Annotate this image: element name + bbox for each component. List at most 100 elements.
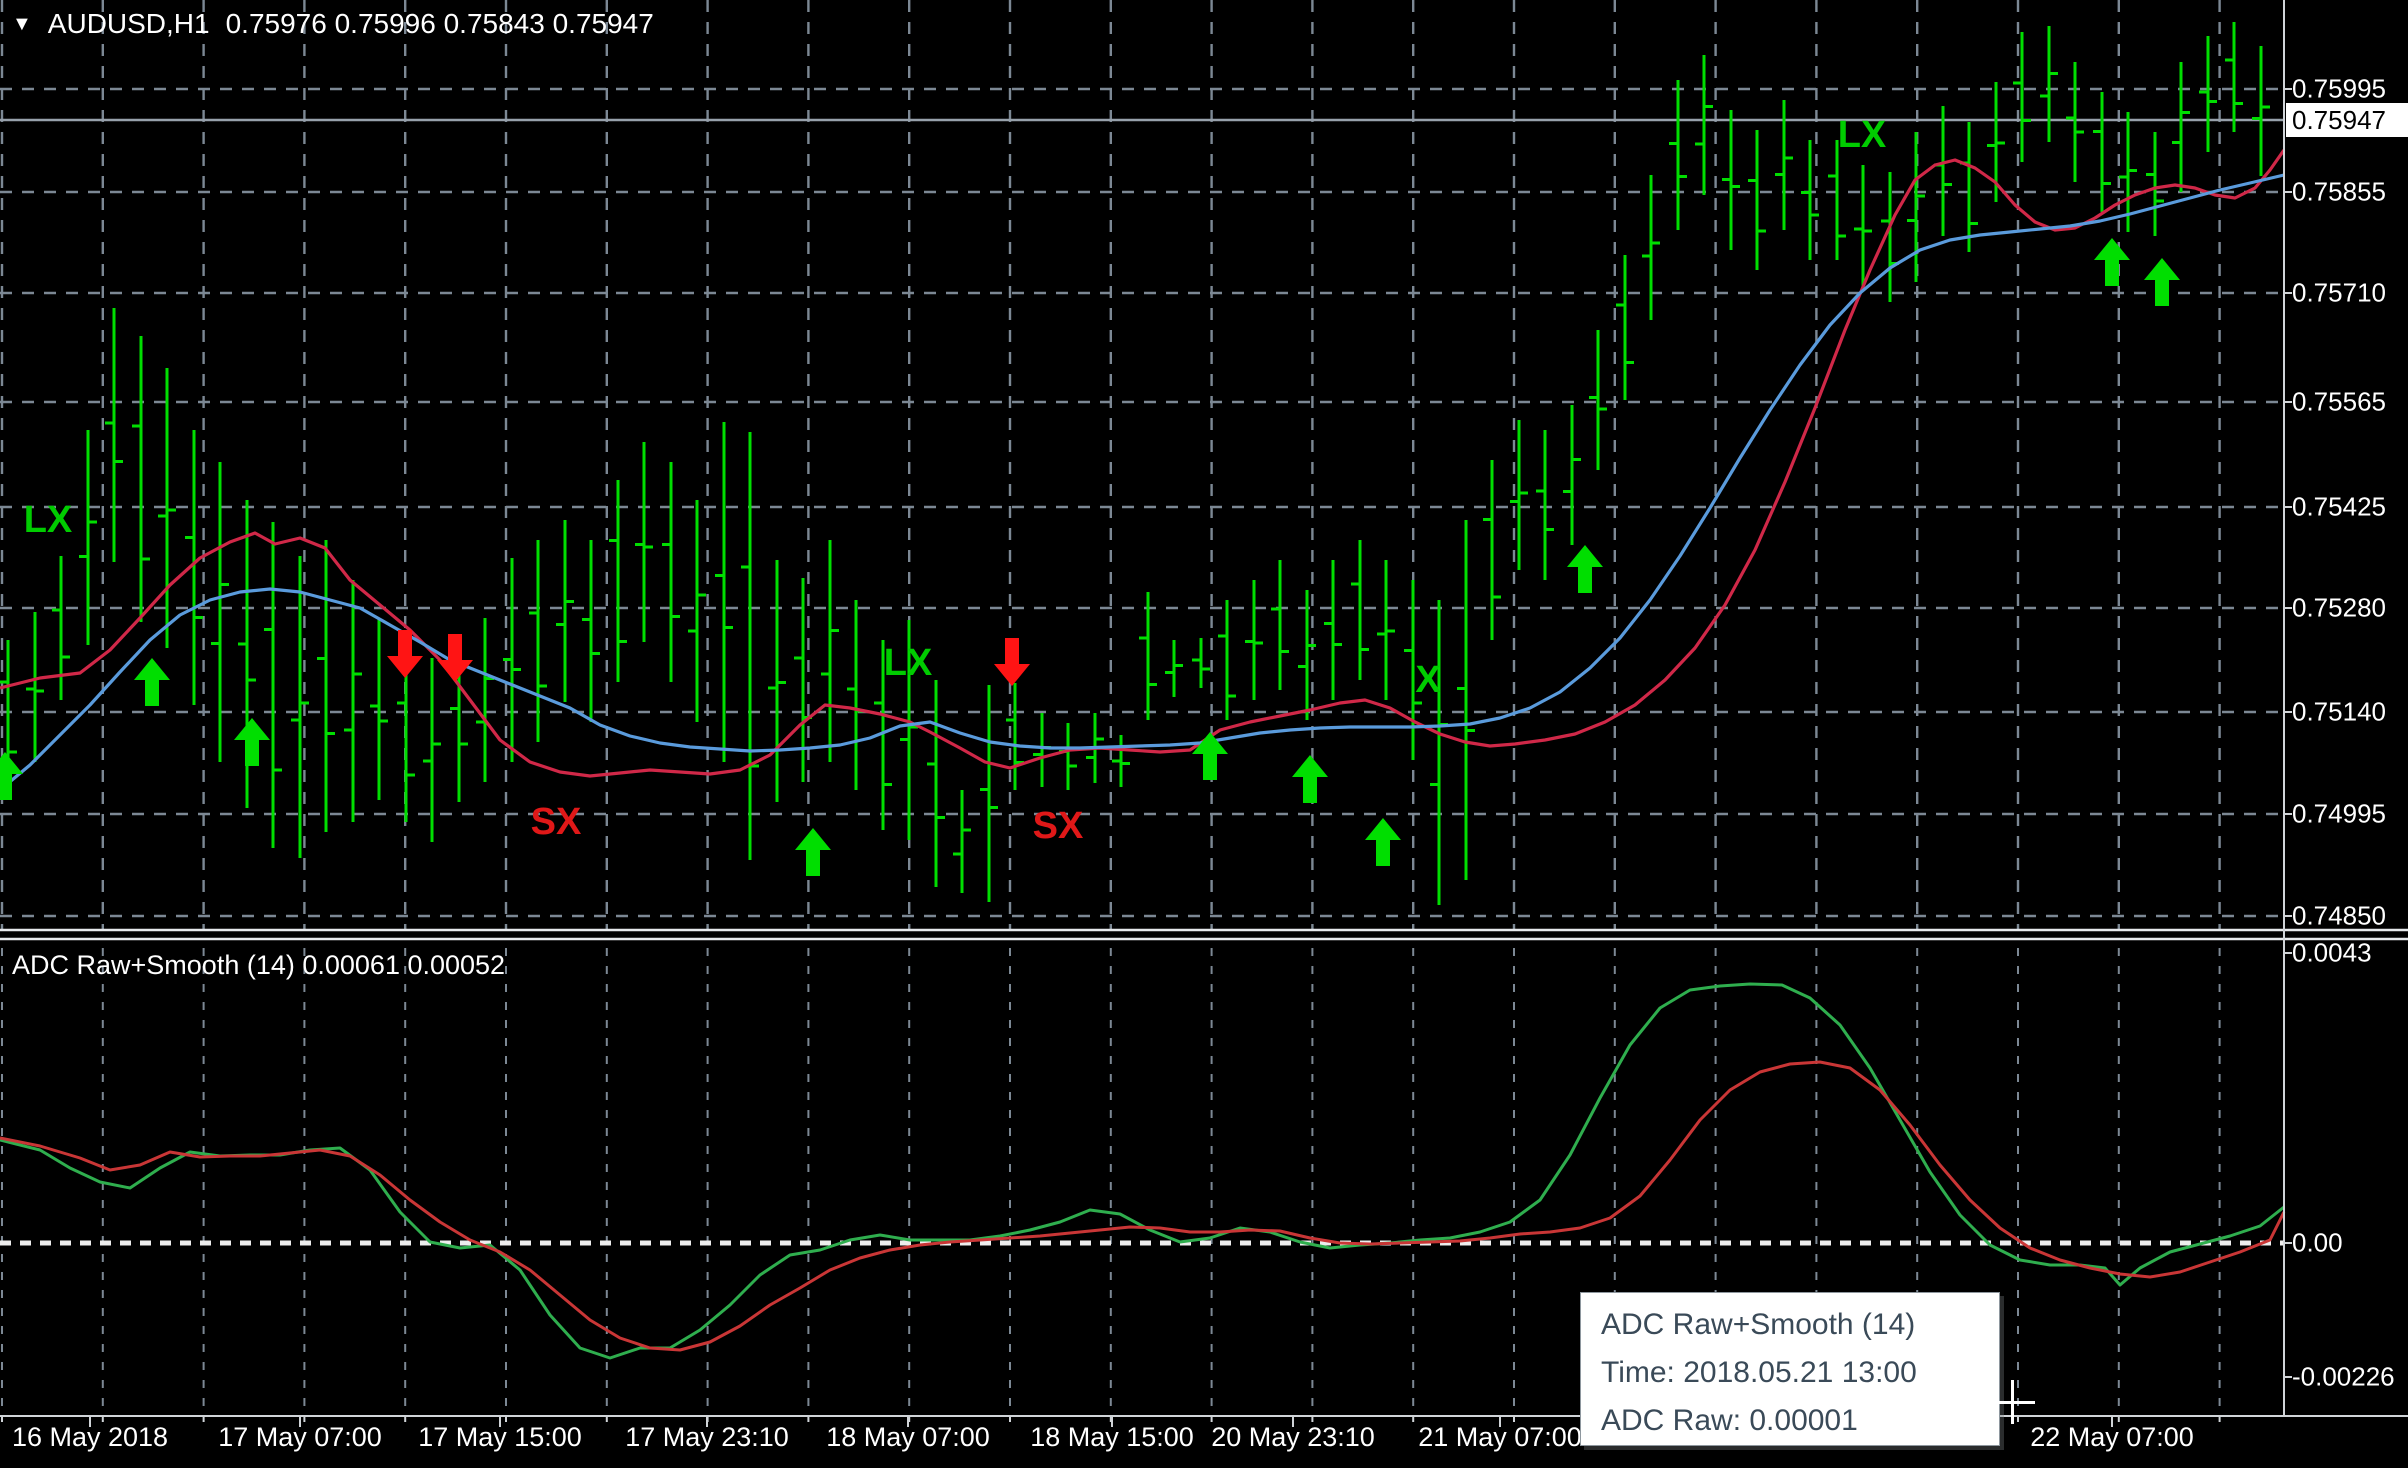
ohlc-bar	[1669, 80, 1687, 230]
ohlc-bar	[900, 620, 918, 840]
time-axis-label: 22 May 07:00	[2030, 1422, 2194, 1452]
time-axis-label: 21 May 07:00	[1418, 1422, 1582, 1452]
ohlc-bar	[741, 432, 759, 860]
ohlc-bar	[211, 462, 229, 762]
ohlc-bar	[503, 558, 521, 762]
ohlc-bar	[1351, 540, 1369, 680]
buy-arrow-icon	[2144, 258, 2180, 306]
ohlc-bar	[476, 618, 494, 782]
buy-arrow-icon	[0, 752, 23, 800]
time-axis-label: 17 May 15:00	[418, 1422, 582, 1452]
ohlc-bar	[1907, 132, 1925, 282]
ohlc-bar	[2119, 112, 2137, 232]
ohlc-bar	[635, 442, 653, 642]
ohlc-bar	[2199, 36, 2217, 152]
ohlc-bar	[980, 685, 998, 902]
ohlc-bar	[556, 520, 574, 702]
ohlc-bar	[1589, 330, 1607, 470]
ohlc-bar	[423, 658, 441, 842]
ohlc-bar	[370, 618, 388, 800]
ohlc-bar	[158, 368, 176, 648]
ohlc-bar	[1960, 122, 1978, 252]
ma-slow-line	[0, 173, 2285, 792]
ohlc-bar	[609, 480, 627, 682]
indicator-axis-label: 0.0043	[2292, 937, 2372, 968]
time-axis-label: 17 May 23:10	[625, 1422, 789, 1452]
ohlc-bar	[291, 556, 309, 858]
ohlc-bar	[2040, 26, 2058, 142]
chart-ohlc-values: 0.75976 0.75996 0.75843 0.75947	[225, 8, 654, 39]
price-axis-label: 0.75855	[2292, 176, 2386, 207]
buy-arrow-icon	[795, 828, 831, 876]
signal-label-sx: SX	[531, 801, 582, 843]
ohlc-bar	[821, 540, 839, 762]
ohlc-bar	[1298, 590, 1316, 720]
ohlc-bar	[1510, 420, 1528, 570]
ohlc-bar	[264, 522, 282, 848]
sell-arrow-icon	[387, 630, 423, 678]
signal-label-lx: LX	[1838, 114, 1887, 156]
dropdown-icon[interactable]: ▼	[12, 13, 32, 35]
buy-arrow-icon	[1292, 755, 1328, 803]
ohlc-bar	[1033, 713, 1051, 787]
ohlc-bar	[2066, 62, 2084, 182]
signal-label-lx: LX	[24, 499, 73, 541]
ohlc-bar	[1695, 55, 1713, 195]
ohlc-bar	[1934, 106, 1952, 236]
ohlc-bar	[344, 580, 362, 822]
ohlc-bar	[953, 790, 971, 893]
ohlc-bar	[847, 600, 865, 790]
ohlc-bar	[1536, 430, 1554, 580]
indicator-tooltip: ADC Raw+Smooth (14) Time: 2018.05.21 13:…	[1580, 1292, 2000, 1446]
buy-arrow-icon	[134, 658, 170, 706]
ohlc-bar	[927, 680, 945, 887]
ohlc-bar	[2252, 46, 2270, 176]
indicator-axis-label: 0.00	[2292, 1227, 2343, 1258]
ohlc-bar	[1430, 600, 1448, 905]
ohlc-bar	[582, 540, 600, 722]
ohlc-bar	[688, 500, 706, 722]
signal-label-lx: LX	[884, 642, 933, 684]
time-axis-label: 16 May 2018	[11, 1422, 169, 1452]
ohlc-bar	[1616, 255, 1634, 400]
indicator-title: ADC Raw+Smooth (14) 0.00061 0.00052	[12, 950, 506, 980]
ohlc-bar	[529, 540, 547, 742]
ohlc-bar	[1139, 592, 1157, 720]
ohlc-bar	[185, 430, 203, 705]
price-axis-label: 0.75995	[2292, 73, 2386, 104]
tooltip-line-time: Time: 2018.05.21 13:00	[1601, 1356, 1917, 1389]
ohlc-bar	[1457, 520, 1475, 880]
signal-label-sx: SX	[1033, 805, 1084, 847]
ohlc-bar	[1324, 560, 1342, 700]
adc-raw-line	[0, 982, 2285, 1360]
chart-symbol-period: AUDUSD,H1	[47, 8, 210, 39]
sell-arrow-icon	[994, 638, 1030, 686]
ohlc-bar	[317, 540, 335, 832]
ohlc-bar	[1377, 560, 1395, 700]
ohlc-bar	[662, 462, 680, 682]
ohlc-bar	[1192, 638, 1210, 688]
ohlc-bar	[715, 422, 733, 762]
indicator-axis-label: -0.00226	[2292, 1361, 2395, 1392]
time-axis-label: 20 May 23:10	[1211, 1422, 1375, 1452]
price-axis-label: 0.74995	[2292, 798, 2386, 829]
ohlc-bar	[1642, 175, 1660, 320]
ohlc-bar	[768, 560, 786, 802]
ohlc-bar	[2225, 22, 2243, 132]
ohlc-bar	[1059, 723, 1077, 790]
price-axis-label: 0.75280	[2292, 592, 2386, 623]
ohlc-bar	[1722, 110, 1740, 250]
ma-fast-line	[0, 149, 2286, 778]
price-axis-label: 0.74850	[2292, 900, 2386, 931]
crosshair-icon	[2011, 1380, 2014, 1424]
adc-smooth-line	[0, 1060, 2286, 1352]
ohlc-bar	[1563, 405, 1581, 545]
ohlc-bar	[1483, 460, 1501, 640]
ohlc-bar	[2172, 62, 2190, 192]
time-axis-label: 18 May 07:00	[826, 1422, 990, 1452]
buy-arrow-icon	[1192, 732, 1228, 780]
ohlc-bar	[1801, 140, 1819, 260]
ohlc-bar	[52, 556, 70, 700]
